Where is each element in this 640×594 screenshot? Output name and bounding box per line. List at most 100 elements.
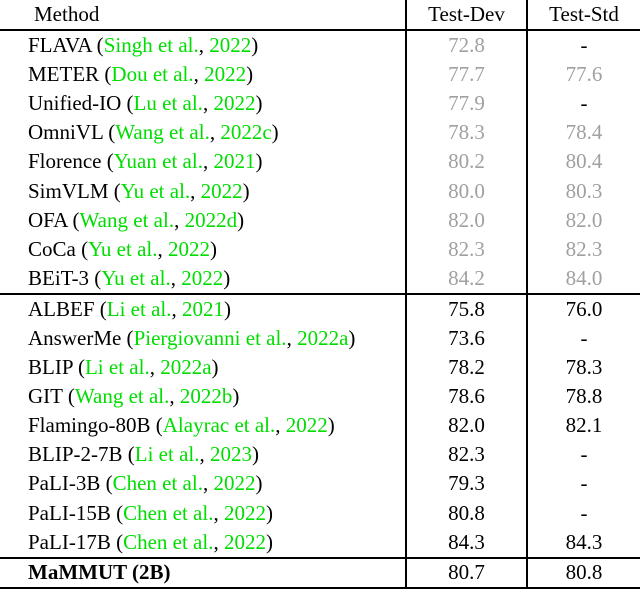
- citation-link-year[interactable]: 2022: [204, 62, 247, 87]
- citation-link-year[interactable]: 2022d: [184, 207, 238, 232]
- test-dev-value: 78.2: [405, 353, 526, 383]
- citation-link-authors[interactable]: Dou et al.: [111, 62, 194, 87]
- test-std-value: 82.3: [526, 234, 640, 264]
- citation-separator: ,: [209, 120, 221, 145]
- method-cell: ALBEF (Li et al., 2021): [0, 295, 405, 324]
- citation-link-year[interactable]: 2023: [209, 442, 252, 467]
- method-suffix: ): [327, 413, 335, 438]
- method-name: OFA (: [28, 207, 80, 232]
- citation-link-authors[interactable]: Wang et al.: [79, 207, 175, 232]
- table-row: METER (Dou et al., 2022) 77.7 77.6: [0, 60, 640, 90]
- table-row: Florence (Yuan et al., 2021) 80.2 80.4: [0, 147, 640, 177]
- test-std-value: -: [526, 498, 640, 528]
- citation-link-authors[interactable]: Yu et al.: [120, 178, 191, 203]
- method-name: BLIP (: [28, 355, 85, 380]
- method-cell: Flamingo-80B (Alayrac et al., 2022): [0, 411, 405, 440]
- citation-link-year[interactable]: 2022a: [297, 325, 349, 350]
- method-cell: SimVLM (Yu et al., 2022): [0, 176, 405, 205]
- method-cell: OmniVL (Wang et al., 2022c): [0, 118, 405, 147]
- test-dev-value: 80.8: [405, 498, 526, 528]
- citation-link-year[interactable]: 2022: [167, 236, 210, 261]
- method-name: FLAVA (: [28, 33, 104, 58]
- method-name: METER (: [28, 62, 112, 87]
- method-name: MaMMUT (2B): [28, 560, 171, 585]
- method-suffix: ): [209, 236, 217, 261]
- citation-link-year[interactable]: 2022: [213, 471, 256, 496]
- citation-link-authors[interactable]: Wang et al.: [74, 384, 170, 409]
- method-cell: AnswerMe (Piergiovanni et al., 2022a): [0, 324, 405, 353]
- col-header-method: Method: [34, 2, 100, 26]
- citation-link-authors[interactable]: Lu et al.: [133, 91, 203, 116]
- test-std-value: 77.6: [526, 60, 640, 90]
- method-name: BEiT-3 (: [28, 265, 102, 290]
- citation-link-authors[interactable]: Li et al.: [84, 355, 150, 380]
- method-name: PaLI-3B (: [28, 471, 113, 496]
- method-suffix: ): [242, 178, 250, 203]
- citation-link-year[interactable]: 2022: [209, 33, 252, 58]
- citation-link-authors[interactable]: Wang et al.: [115, 120, 210, 145]
- citation-separator: ,: [275, 413, 286, 438]
- citation-separator: ,: [170, 265, 182, 290]
- method-cell: METER (Dou et al., 2022): [0, 60, 405, 89]
- citation-link-authors[interactable]: Yu et al.: [101, 265, 171, 290]
- citation-separator: ,: [157, 236, 168, 261]
- citation-link-authors[interactable]: Yuan et al.: [113, 149, 203, 174]
- test-dev-value: 75.8: [405, 294, 526, 324]
- method-name: ALBEF (: [28, 296, 107, 321]
- citation-link-authors[interactable]: Piergiovanni et al.: [133, 325, 287, 350]
- method-name: BLIP-2-7B (: [28, 442, 135, 467]
- citation-link-authors[interactable]: Chen et al.: [112, 471, 203, 496]
- citation-link-year[interactable]: 2022: [181, 265, 224, 290]
- test-dev-value: 84.3: [405, 527, 526, 557]
- citation-link-year[interactable]: 2022c: [220, 120, 272, 145]
- citation-link-year[interactable]: 2022: [200, 178, 243, 203]
- citation-link-year[interactable]: 2022: [223, 500, 266, 525]
- method-suffix: ): [265, 500, 273, 525]
- citation-link-year[interactable]: 2022: [285, 413, 328, 438]
- table-row: PaLI-17B (Chen et al., 2022) 84.3 84.3: [0, 527, 640, 559]
- method-suffix: ): [255, 471, 263, 496]
- test-std-value: -: [526, 31, 640, 61]
- citation-link-authors[interactable]: Chen et al.: [123, 500, 214, 525]
- table-row: CoCa (Yu et al., 2022) 82.3 82.3: [0, 234, 640, 264]
- test-dev-value: 77.7: [405, 60, 526, 90]
- citation-separator: ,: [202, 471, 214, 496]
- method-cell: BEiT-3 (Yu et al., 2022): [0, 264, 405, 293]
- citation-link-authors[interactable]: Li et al.: [134, 442, 200, 467]
- citation-link-year[interactable]: 2022b: [179, 384, 233, 409]
- test-dev-value: 82.3: [405, 440, 526, 470]
- method-suffix: ): [232, 384, 240, 409]
- method-name: OmniVL (: [28, 120, 116, 145]
- table-row: Unified-IO (Lu et al., 2022) 77.9 -: [0, 89, 640, 119]
- citation-link-year[interactable]: 2022: [213, 91, 256, 116]
- citation-link-year[interactable]: 2022: [223, 529, 266, 554]
- method-suffix: ): [237, 207, 245, 232]
- citation-separator: ,: [198, 33, 210, 58]
- table-row-mammut: MaMMUT (2B) 80.7 80.8: [0, 558, 640, 589]
- method-name: PaLI-15B (: [28, 500, 124, 525]
- test-dev-value: 82.0: [405, 411, 526, 441]
- test-std-value: 82.0: [526, 205, 640, 235]
- method-suffix: ): [271, 120, 279, 145]
- citation-link-authors[interactable]: Chen et al.: [123, 529, 214, 554]
- citation-link-year[interactable]: 2022a: [160, 355, 212, 380]
- method-cell: Unified-IO (Lu et al., 2022): [0, 89, 405, 118]
- citation-link-year[interactable]: 2021: [181, 296, 224, 321]
- citation-link-authors[interactable]: Singh et al.: [103, 33, 199, 58]
- citation-separator: ,: [199, 442, 210, 467]
- citation-separator: ,: [286, 325, 298, 350]
- test-dev-value: 77.9: [405, 89, 526, 119]
- citation-link-authors[interactable]: Alayrac et al.: [162, 413, 276, 438]
- test-std-value: 78.3: [526, 353, 640, 383]
- test-dev-value: 73.6: [405, 323, 526, 354]
- citation-link-authors[interactable]: Yu et al.: [88, 236, 158, 261]
- table-row: PaLI-3B (Chen et al., 2022) 79.3 -: [0, 469, 640, 499]
- citation-separator: ,: [193, 62, 205, 87]
- method-suffix: ): [246, 62, 254, 87]
- citation-link-year[interactable]: 2021: [213, 149, 256, 174]
- method-name: CoCa (: [28, 236, 89, 261]
- citation-separator: ,: [149, 355, 161, 380]
- test-dev-value: 80.2: [405, 147, 526, 177]
- test-dev-value: 80.7: [405, 558, 526, 587]
- citation-link-authors[interactable]: Li et al.: [106, 296, 172, 321]
